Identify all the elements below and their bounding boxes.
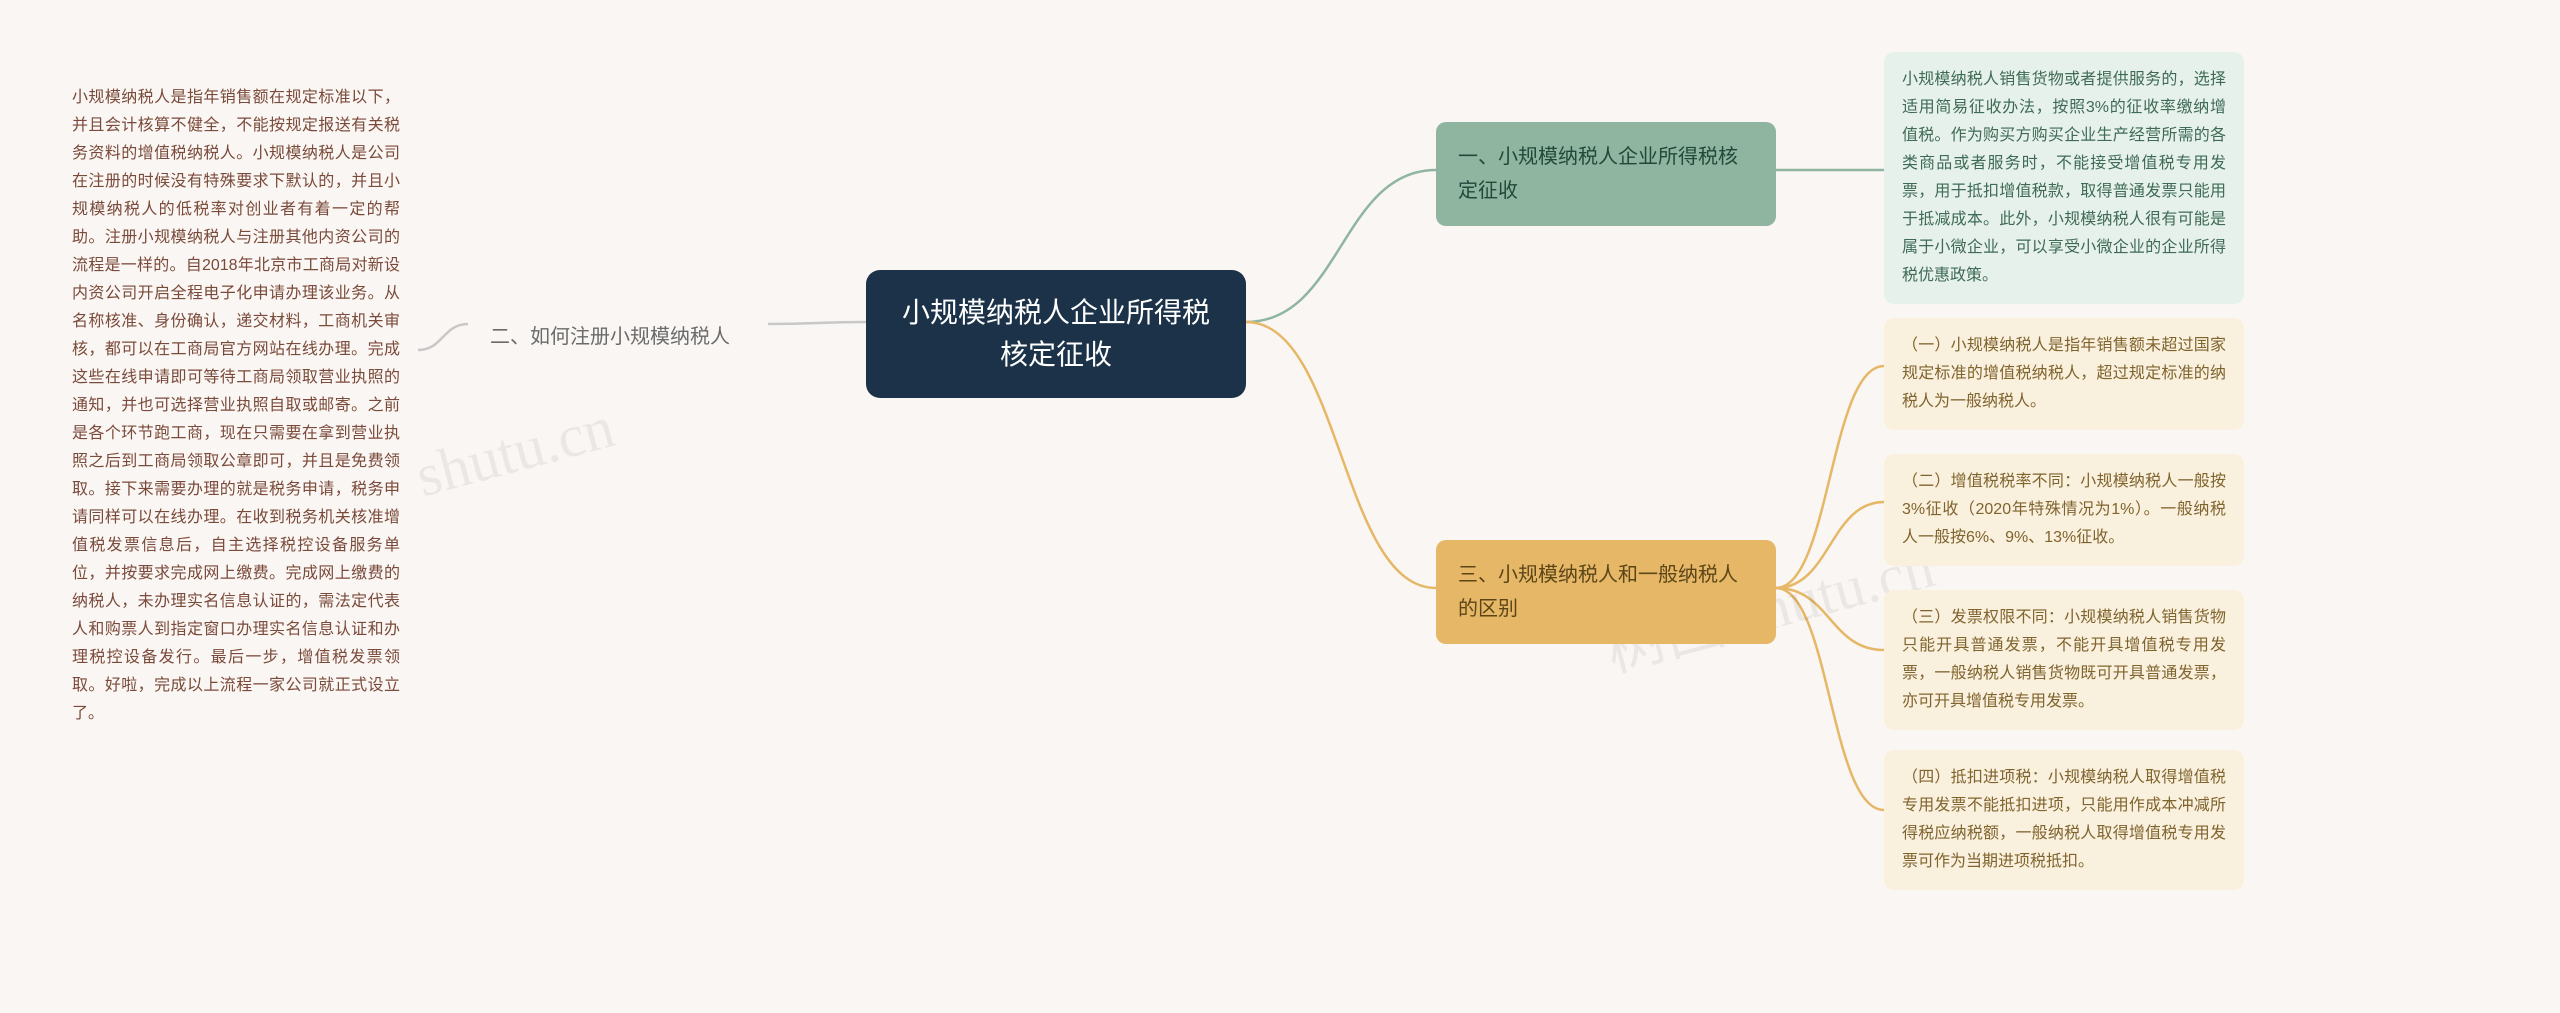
branch-section-3[interactable]: 三、小规模纳税人和一般纳税人的区别: [1436, 540, 1776, 644]
leaf-s3-item-4: （四）抵扣进项税：小规模纳税人取得增值税专用发票不能抵扣进项，只能用作成本冲减所…: [1884, 750, 2244, 890]
leaf-s2-detail: 小规模纳税人是指年销售额在规定标准以下，并且会计核算不健全，不能按规定报送有关税…: [54, 70, 418, 742]
leaf-s3-item-1: （一）小规模纳税人是指年销售额未超过国家规定标准的增值税纳税人，超过规定标准的纳…: [1884, 318, 2244, 430]
branch-section-2[interactable]: 二、如何注册小规模纳税人: [468, 302, 768, 372]
leaf-s3-item-3: （三）发票权限不同：小规模纳税人销售货物只能开具普通发票，不能开具增值税专用发票…: [1884, 590, 2244, 730]
leaf-s3-item-2: （二）增值税税率不同：小规模纳税人一般按3%征收（2020年特殊情况为1%）。一…: [1884, 454, 2244, 566]
branch-section-1[interactable]: 一、小规模纳税人企业所得税核定征收: [1436, 122, 1776, 226]
center-node[interactable]: 小规模纳税人企业所得税 核定征收: [866, 270, 1246, 398]
leaf-s1-detail: 小规模纳税人销售货物或者提供服务的，选择适用简易征收办法，按照3%的征收率缴纳增…: [1884, 52, 2244, 304]
